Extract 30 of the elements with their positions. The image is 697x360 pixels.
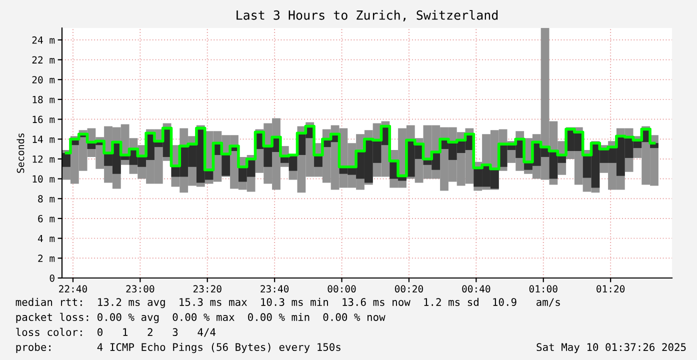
y-tick-label: 22 m bbox=[32, 56, 55, 64]
x-tick-label: 23:20 bbox=[193, 285, 222, 293]
text: packet loss: 0.00 % avg 0.00 % max 0.00 % min 0.00 % now bbox=[16, 312, 386, 324]
x-tick-label: 23:40 bbox=[260, 285, 289, 293]
x-tick-label: 22:40 bbox=[59, 285, 87, 293]
y-tick-label: 18 m bbox=[32, 96, 55, 104]
y-tick-label: 2 m bbox=[38, 254, 55, 262]
y-tick-label: 14 m bbox=[32, 136, 55, 143]
y-axis-title: Seconds bbox=[16, 133, 24, 173]
y-tick-label: 20 m bbox=[32, 76, 55, 84]
y-tick-label: 0 bbox=[50, 274, 54, 282]
bar bbox=[222, 154, 230, 176]
x-tick-label: 00:00 bbox=[328, 285, 356, 293]
y-tick-label: 6 m bbox=[38, 214, 55, 222]
chart-title: Last 3 Hours to Zurich, Switzerland bbox=[236, 10, 498, 22]
y-tick-label: 10 m bbox=[32, 175, 55, 183]
text: probe: 4 ICMP Echo Pings (56 Bytes) every 150s bbox=[16, 342, 340, 354]
x-tick-label: 01:00 bbox=[529, 285, 558, 293]
text: loss color: 0 1 2 3 4/4 bbox=[16, 328, 216, 337]
x-tick-label: 23:00 bbox=[126, 285, 154, 293]
y-tick-label: 4 m bbox=[38, 234, 55, 242]
x-tick-label: 00:20 bbox=[394, 285, 423, 293]
text: Sat May 10 01:37:26 2025 bbox=[536, 343, 686, 354]
x-tick-label: 01:20 bbox=[596, 285, 625, 293]
y-tick-label: 24 m bbox=[32, 36, 55, 44]
text: median rtt: 13.2 ms avg 15.3 ms max 10.3 ms min 13.6 ms now 1.2 ms sd 10.9 am/s bbox=[16, 298, 560, 308]
y-tick-label: 12 m bbox=[32, 155, 55, 163]
y-tick-label: 16 m bbox=[32, 116, 55, 124]
y-tick-label: 8 m bbox=[38, 195, 55, 202]
x-tick-label: 00:40 bbox=[462, 285, 490, 293]
